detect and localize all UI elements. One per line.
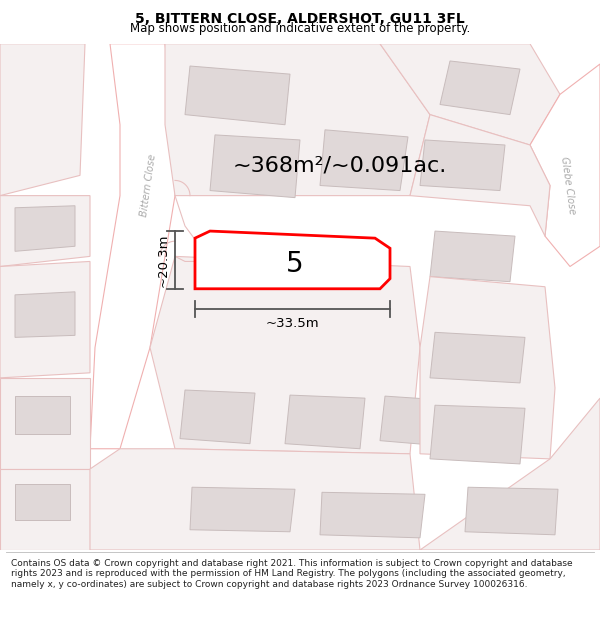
Polygon shape	[15, 292, 75, 338]
Polygon shape	[440, 61, 520, 114]
Polygon shape	[90, 449, 420, 550]
Polygon shape	[15, 206, 75, 251]
Text: Glebe Close: Glebe Close	[559, 156, 577, 215]
Polygon shape	[320, 492, 425, 538]
Polygon shape	[150, 256, 420, 454]
Text: Contains OS data © Crown copyright and database right 2021. This information is : Contains OS data © Crown copyright and d…	[11, 559, 572, 589]
Polygon shape	[285, 395, 365, 449]
Polygon shape	[185, 66, 290, 125]
Polygon shape	[430, 332, 525, 383]
Polygon shape	[420, 140, 505, 191]
Polygon shape	[190, 488, 295, 532]
Text: ~368m²/~0.091ac.: ~368m²/~0.091ac.	[233, 155, 447, 175]
Polygon shape	[380, 44, 560, 145]
Polygon shape	[180, 390, 255, 444]
Text: 5, BITTERN CLOSE, ALDERSHOT, GU11 3FL: 5, BITTERN CLOSE, ALDERSHOT, GU11 3FL	[135, 12, 465, 26]
Text: Bittern Close: Bittern Close	[139, 154, 157, 218]
Polygon shape	[530, 64, 600, 266]
Polygon shape	[420, 398, 600, 550]
Text: 5: 5	[286, 251, 304, 279]
Polygon shape	[0, 261, 90, 378]
Polygon shape	[0, 196, 90, 266]
Polygon shape	[90, 44, 175, 449]
Polygon shape	[320, 130, 408, 191]
Text: ~33.5m: ~33.5m	[266, 317, 319, 330]
Polygon shape	[210, 135, 300, 198]
Polygon shape	[430, 231, 515, 282]
Text: Map shows position and indicative extent of the property.: Map shows position and indicative extent…	[130, 22, 470, 35]
Polygon shape	[15, 484, 70, 519]
Polygon shape	[420, 277, 555, 459]
Polygon shape	[465, 488, 558, 535]
Polygon shape	[195, 231, 390, 289]
Polygon shape	[430, 405, 525, 464]
Polygon shape	[15, 396, 70, 434]
Polygon shape	[0, 378, 90, 469]
Polygon shape	[165, 44, 430, 196]
Polygon shape	[0, 469, 90, 550]
Polygon shape	[410, 114, 550, 236]
Polygon shape	[380, 396, 445, 446]
Text: ~20.3m: ~20.3m	[157, 233, 170, 287]
Polygon shape	[0, 44, 85, 196]
